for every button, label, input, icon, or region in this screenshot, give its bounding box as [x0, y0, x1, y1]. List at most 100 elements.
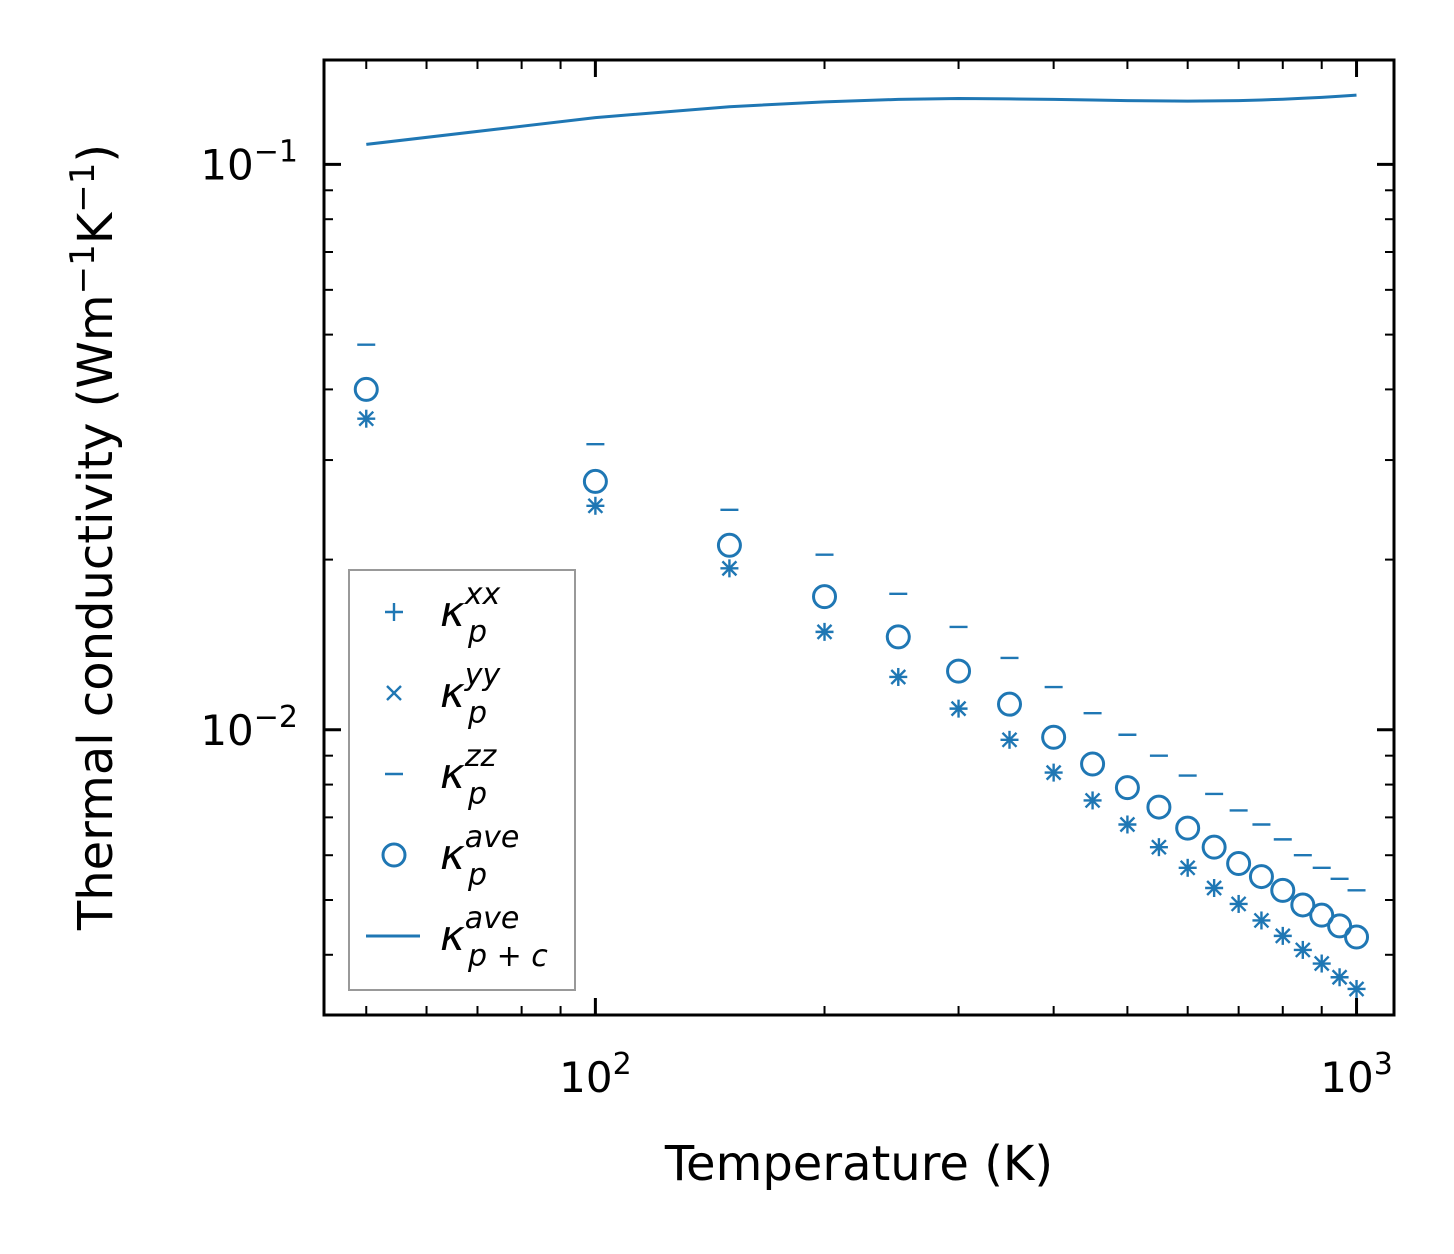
- legend-frame: [348, 569, 576, 991]
- legend-label: κyy p: [440, 658, 502, 731]
- point-kappa_p_yy: [1230, 896, 1247, 912]
- point-kappa_p_ave: [946, 658, 972, 684]
- legend-label: κxx p: [440, 577, 501, 650]
- point-kappa_p_ave: [997, 691, 1023, 717]
- legend-sub: p: [467, 696, 487, 731]
- plot-frame: [322, 58, 1396, 1017]
- point-kappa_p_ave: [1248, 864, 1274, 890]
- y-tick-label: 10−1: [200, 134, 298, 189]
- point-kappa_p_yy: [890, 669, 907, 685]
- legend-base: κ: [440, 749, 465, 798]
- x-tick-exp: 3: [1374, 1047, 1393, 1082]
- legend-sup: zz: [464, 739, 498, 774]
- x-diag: [950, 700, 967, 717]
- point-kappa_p_ave: [1290, 892, 1316, 918]
- point-kappa_p_yy: [1151, 839, 1167, 856]
- point-kappa_p_yy: [1348, 981, 1365, 997]
- legend-item-kappa_p_yy: κyy p: [386, 658, 502, 731]
- x-diag: [1179, 859, 1196, 876]
- point-kappa_p_ave: [1175, 815, 1201, 841]
- x-diag: [1045, 764, 1062, 781]
- point-kappa_p_yy: [721, 560, 738, 577]
- legend-item-kappa_p_zz: κzz p: [385, 739, 498, 812]
- point-kappa_p_yy: [816, 624, 833, 640]
- legend-sub: p: [467, 858, 487, 893]
- x-tick-label: 102: [559, 1047, 632, 1102]
- x-diag: [1084, 792, 1101, 809]
- x-diag: [1331, 969, 1348, 986]
- series-kappa_p_yy: [358, 410, 1365, 997]
- x-diag: [1206, 880, 1222, 896]
- series-kappa_p_zz: [357, 343, 1366, 892]
- legend-base: κ: [440, 830, 465, 879]
- point-kappa_p_yy: [950, 700, 967, 717]
- point-kappa_p_ave: [1226, 851, 1252, 877]
- legend-sup: ave: [465, 820, 520, 855]
- point-kappa_p_ave: [1114, 775, 1140, 801]
- legend-sub: p: [467, 615, 487, 650]
- point-kappa_p_yy: [1045, 764, 1062, 781]
- legend-sup: xx: [464, 577, 501, 612]
- legend-marker: [381, 842, 407, 868]
- x-diag: [1294, 942, 1311, 958]
- x-diag: [1348, 981, 1365, 997]
- point-kappa_p_ave: [1080, 751, 1106, 777]
- series-kappa_p+c_ave: [366, 93, 1357, 146]
- x-tick-label: 103: [1320, 1047, 1393, 1102]
- point-kappa_p_yy: [1274, 928, 1291, 944]
- x-diag: [1001, 731, 1018, 748]
- legend-label: κzz p: [440, 739, 498, 812]
- x-tick-base: 10: [559, 1053, 612, 1102]
- x-diag: [1274, 928, 1291, 944]
- point-kappa_p_yy: [1313, 955, 1330, 972]
- legend-item-kappa_p+c_ave: κave p + c: [366, 901, 548, 974]
- point-kappa_p_ave: [353, 376, 379, 402]
- point-kappa_p_ave: [1041, 724, 1067, 750]
- point-kappa_p_yy: [1179, 859, 1196, 876]
- point-kappa_p_ave: [1270, 877, 1296, 903]
- point-kappa_p_ave: [582, 468, 608, 494]
- point-kappa_p_ave: [1146, 794, 1172, 820]
- series-kappa_p_ave: [353, 376, 1370, 950]
- x-diag: [1253, 912, 1270, 929]
- point-kappa_p_ave: [716, 532, 742, 558]
- x-axis-title: Temperature (K): [664, 1136, 1053, 1192]
- point-kappa_p_yy: [1294, 942, 1311, 958]
- x-diag: [358, 410, 375, 427]
- series-layer: [353, 93, 1370, 998]
- point-kappa_p_ave: [812, 584, 838, 610]
- point-kappa_p_yy: [1253, 912, 1270, 929]
- point-kappa_p_yy: [1331, 969, 1348, 986]
- legend-sup: ave: [465, 901, 520, 936]
- legend-base: κ: [440, 668, 465, 717]
- legend-item-kappa_p_ave: κave p: [381, 820, 519, 893]
- y-tick-label: 10−2: [200, 700, 298, 755]
- point-kappa_p_yy: [1206, 880, 1222, 896]
- y-axis-title: Thermal conductivity (Wm−1K−1): [63, 144, 124, 931]
- y-tick-exp: −1: [254, 134, 298, 169]
- legend-item-kappa_p_xx: κxx p: [385, 577, 501, 650]
- x-tick-exp: 2: [613, 1047, 632, 1082]
- legend-marker: [386, 685, 402, 701]
- legend-base: κ: [440, 911, 465, 960]
- x-diag: [386, 685, 402, 701]
- line-kappa_p+c_ave: [366, 93, 1357, 146]
- point-kappa_p_yy: [587, 497, 604, 514]
- x-diag: [1151, 839, 1167, 856]
- legend-label: κave p: [440, 820, 519, 893]
- point-kappa_p_ave: [1344, 924, 1370, 950]
- point-kappa_p_yy: [1001, 731, 1018, 748]
- point-kappa_p_ave: [1201, 834, 1227, 860]
- y-tick-exp: −2: [254, 700, 298, 735]
- x-diag: [890, 669, 907, 685]
- point-kappa_p_yy: [1084, 792, 1101, 809]
- x-tick-base: 10: [1320, 1053, 1373, 1102]
- legend-base: κ: [440, 587, 465, 636]
- point-kappa_p_yy: [1119, 816, 1136, 833]
- x-diag: [1230, 896, 1247, 912]
- legend-sub: p: [467, 777, 487, 812]
- point-kappa_p_ave: [1327, 913, 1353, 939]
- x-diag: [1313, 955, 1330, 972]
